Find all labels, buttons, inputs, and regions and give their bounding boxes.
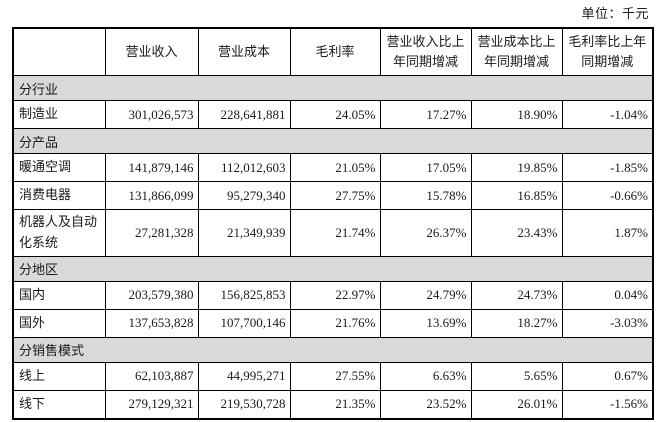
row-label: 机器人及自动化系统 (12, 209, 106, 257)
table-row-overseas: 国外 137,653,828 107,700,146 21.76% 13.69%… (12, 308, 654, 338)
row-label: 线上 (12, 361, 106, 391)
table-cell-revenue-yoy: 17.05% (379, 153, 472, 182)
row-label: 暖通空调 (12, 153, 106, 182)
column-header-gross-margin: 毛利率 (289, 27, 381, 76)
table-cell-cost: 107,700,146 (197, 308, 291, 338)
table-row-offline: 线下 279,129,321 219,530,728 21.35% 23.52%… (12, 389, 654, 420)
column-header-blank (12, 27, 106, 76)
table-cell-cost: 156,825,853 (197, 280, 291, 310)
table-cell-revenue-yoy: 15.78% (379, 181, 472, 210)
table-cell-margin: 22.97% (289, 280, 381, 310)
column-header-cost: 营业成本 (197, 27, 291, 76)
table-cell-revenue: 27,281,328 (104, 209, 199, 257)
table-body: 分行业 制造业 301,026,573 228,641,881 24.05% 1… (12, 75, 654, 420)
table-row-manufacturing: 制造业 301,026,573 228,641,881 24.05% 17.27… (12, 100, 654, 129)
row-label: 线下 (12, 389, 106, 420)
table-cell-margin: 27.75% (289, 181, 381, 210)
table-cell-cost-yoy: 19.85% (470, 153, 563, 182)
column-header-margin-yoy: 毛利率比上年同期增减 (561, 27, 654, 76)
table-cell-revenue: 131,866,099 (104, 181, 199, 210)
table-cell-cost-yoy: 23.43% (470, 209, 563, 257)
table-row-robotics-automation: 机器人及自动化系统 27,281,328 21,349,939 21.74% 2… (12, 209, 654, 257)
table-cell-revenue: 301,026,573 (104, 100, 199, 129)
table-cell-revenue-yoy: 13.69% (379, 308, 472, 338)
table-cell-revenue: 279,129,321 (104, 389, 199, 420)
table-cell-cost-yoy: 24.73% (470, 280, 563, 310)
table-cell-revenue-yoy: 17.27% (379, 100, 472, 129)
table-cell-cost: 228,641,881 (197, 100, 291, 129)
section-row-by-sales-model: 分销售模式 (12, 336, 654, 363)
table-cell-revenue-yoy: 23.52% (379, 389, 472, 420)
table-cell-cost: 219,530,728 (197, 389, 291, 420)
table-cell-margin-yoy: -1.04% (561, 100, 654, 129)
table-cell-cost: 44,995,271 (197, 361, 291, 391)
table-cell-margin: 21.35% (289, 389, 381, 420)
table-cell-cost-yoy: 5.65% (470, 361, 563, 391)
table-row-online: 线上 62,103,887 44,995,271 27.55% 6.63% 5.… (12, 361, 654, 391)
table-cell-revenue: 141,879,146 (104, 153, 199, 182)
table-cell-revenue: 137,653,828 (104, 308, 199, 338)
segment-results-table: 营业收入 营业成本 毛利率 营业收入比上年同期增减 营业成本比上年同期增减 毛利… (12, 27, 654, 420)
row-label: 国外 (12, 308, 106, 338)
section-row-by-region: 分地区 (12, 255, 654, 282)
section-row-by-industry: 分行业 (12, 75, 654, 101)
table-cell-margin: 24.05% (289, 100, 381, 129)
table-cell-margin-yoy: 0.04% (561, 280, 654, 310)
table-cell-margin-yoy: -1.85% (561, 153, 654, 182)
row-label: 消费电器 (12, 181, 106, 210)
table-row-domestic: 国内 203,579,380 156,825,853 22.97% 24.79%… (12, 280, 654, 310)
table-cell-margin-yoy: -1.56% (561, 389, 654, 420)
table-cell-margin-yoy: 1.87% (561, 209, 654, 257)
table-cell-margin: 21.05% (289, 153, 381, 182)
table-cell-margin: 21.76% (289, 308, 381, 338)
table-row-hvac: 暖通空调 141,879,146 112,012,603 21.05% 17.0… (12, 153, 654, 182)
table-cell-revenue: 62,103,887 (104, 361, 199, 391)
section-label: 分产品 (12, 128, 654, 154)
table-cell-revenue-yoy: 24.79% (379, 280, 472, 310)
table-cell-cost-yoy: 18.27% (470, 308, 563, 338)
table-cell-margin: 21.74% (289, 209, 381, 257)
row-label: 制造业 (12, 100, 106, 129)
table-cell-margin: 27.55% (289, 361, 381, 391)
table-cell-cost-yoy: 16.85% (470, 181, 563, 210)
table-row-consumer-appliances: 消费电器 131,866,099 95,279,340 27.75% 15.78… (12, 181, 654, 210)
section-label: 分销售模式 (12, 336, 654, 363)
table-cell-cost: 95,279,340 (197, 181, 291, 210)
row-label: 国内 (12, 280, 106, 310)
table-cell-cost-yoy: 18.90% (470, 100, 563, 129)
column-header-cost-yoy: 营业成本比上年同期增减 (470, 27, 563, 76)
table-cell-revenue-yoy: 26.37% (379, 209, 472, 257)
unit-label: 单位：千元 (581, 6, 649, 21)
table-cell-revenue: 203,579,380 (104, 280, 199, 310)
column-header-revenue-yoy: 营业收入比上年同期增减 (379, 27, 472, 76)
section-label: 分地区 (12, 255, 654, 282)
table-cell-cost: 112,012,603 (197, 153, 291, 182)
table-cell-margin-yoy: 0.67% (561, 361, 654, 391)
table-cell-cost: 21,349,939 (197, 209, 291, 257)
table-cell-margin-yoy: -0.66% (561, 181, 654, 210)
table-header: 营业收入 营业成本 毛利率 营业收入比上年同期增减 营业成本比上年同期增减 毛利… (12, 27, 654, 76)
table-cell-revenue-yoy: 6.63% (379, 361, 472, 391)
section-row-by-product: 分产品 (12, 128, 654, 154)
column-header-revenue: 营业收入 (104, 27, 199, 76)
header-row: 营业收入 营业成本 毛利率 营业收入比上年同期增减 营业成本比上年同期增减 毛利… (12, 27, 654, 76)
table-cell-margin-yoy: -3.03% (561, 308, 654, 338)
section-label: 分行业 (12, 75, 654, 101)
table-cell-cost-yoy: 26.01% (470, 389, 563, 420)
